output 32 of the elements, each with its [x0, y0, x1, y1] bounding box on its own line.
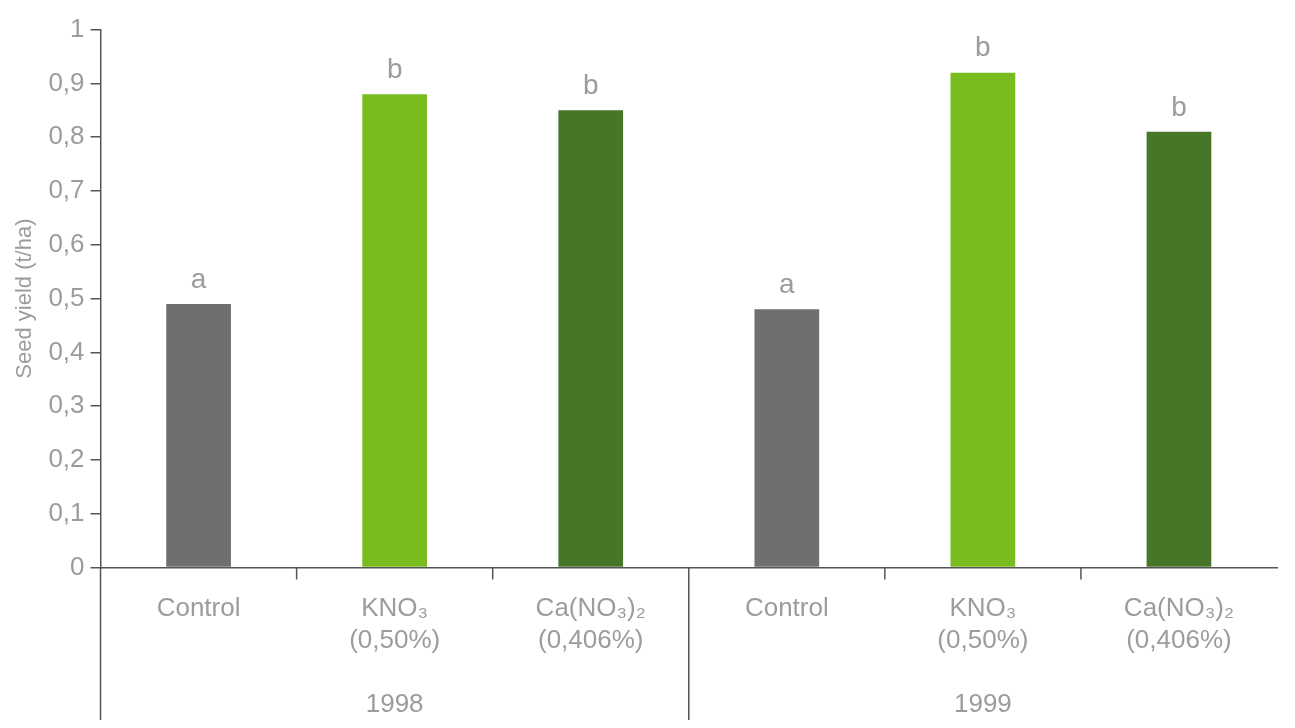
x-tick-label: Ca(NO₃)₂ (0,406%) — [535, 592, 646, 654]
x-tick-label: Control — [744, 592, 829, 623]
data-label: b — [386, 52, 403, 84]
y-tick-label: 0 — [70, 550, 85, 581]
y-tick-label: 0,5 — [48, 281, 85, 312]
y-tick-label: 0,4 — [48, 335, 85, 366]
x-tick-label: KNO₃ (0,50%) — [937, 592, 1029, 654]
bar — [362, 94, 428, 567]
y-tick-label: 0,3 — [48, 389, 85, 420]
y-tick-label: 0,7 — [48, 174, 85, 205]
y-tick-label: 0,2 — [48, 443, 85, 474]
bar — [754, 309, 820, 567]
data-label: b — [975, 31, 991, 63]
x-tick-label: KNO₃ (0,50%) — [349, 592, 441, 654]
y-tick-label: 0,8 — [48, 120, 85, 151]
y-tick-label: 0,6 — [48, 227, 85, 258]
y-tick-label: 0,1 — [48, 496, 85, 527]
data-label: b — [1171, 90, 1187, 122]
bar — [166, 303, 231, 567]
y-axis-title: Seed yield (t/ha) — [11, 218, 37, 379]
data-label: b — [582, 69, 599, 101]
bar — [950, 72, 1016, 567]
data-label: a — [779, 268, 796, 300]
bar — [558, 110, 624, 567]
bar — [1146, 131, 1212, 567]
text: 1999 — [953, 688, 1012, 719]
y-tick-label: 0,9 — [48, 66, 85, 97]
data-label: a — [190, 262, 207, 294]
text: 1998 — [365, 688, 424, 719]
x-tick-label: Control — [156, 592, 241, 623]
y-tick-label: 1 — [70, 12, 85, 43]
x-tick-label: Ca(NO₃)₂ (0,406%) — [1123, 592, 1235, 654]
